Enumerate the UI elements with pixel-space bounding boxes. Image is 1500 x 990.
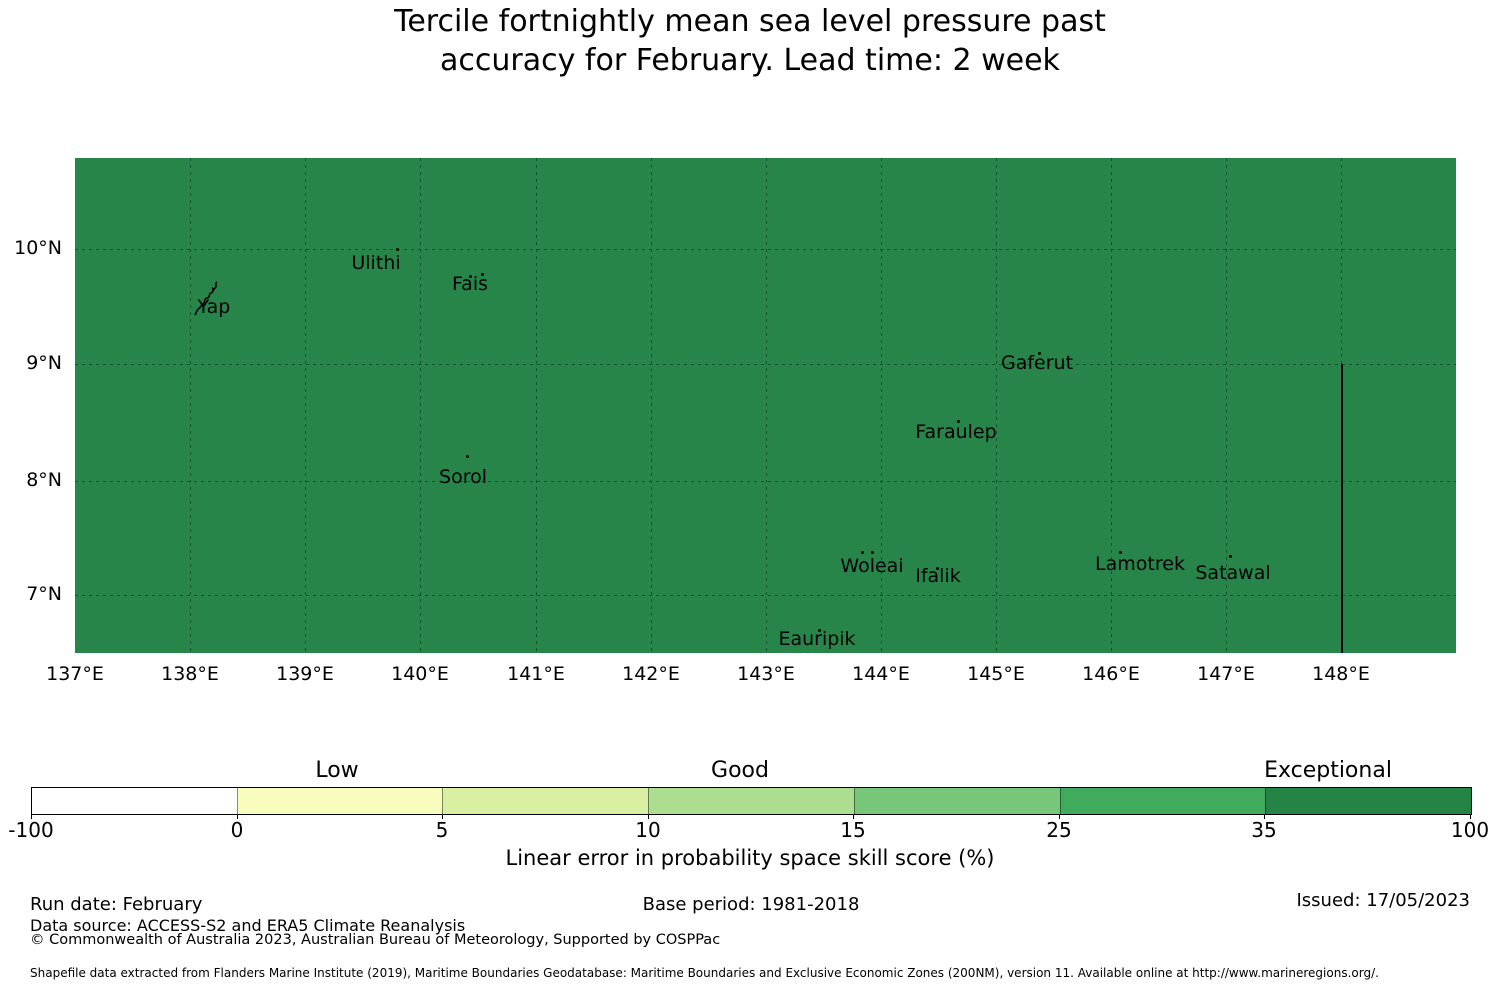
lon-tick-label: 144°E	[852, 663, 910, 685]
colorbar-segment	[853, 788, 1060, 814]
eez-boundary-line	[1341, 364, 1343, 653]
colorbar	[31, 787, 1472, 815]
footer-run-date: Run date: February	[30, 894, 203, 915]
island-dot-eauripik	[818, 629, 821, 632]
map-gridline-vertical	[766, 158, 767, 653]
colorbar-tickmark	[442, 814, 443, 819]
island-dot-woleai	[861, 551, 864, 554]
footer-issued-date: Issued: 17/05/2023	[1296, 890, 1470, 911]
island-dot-woleai	[871, 551, 874, 554]
colorbar-segment	[648, 788, 854, 814]
island-dot-faraulep	[957, 420, 960, 423]
map-gridline-vertical	[536, 158, 537, 653]
lon-tick-label: 146°E	[1082, 663, 1140, 685]
map-gridline-vertical	[190, 158, 191, 653]
island-label-eauripik: Eauripik	[778, 628, 856, 650]
colorbar-tickmark	[1059, 814, 1060, 819]
island-label-faraulep: Faraulep	[915, 421, 997, 443]
colorbar-tick-label: 0	[230, 818, 244, 842]
map-gridline-horizontal	[75, 481, 1456, 482]
lon-tick-label: 142°E	[622, 663, 680, 685]
colorbar-tick-label: 10	[635, 818, 661, 842]
island-label-fais: Fais	[451, 273, 489, 295]
figure-title: Tercile fortnightly mean sea level press…	[0, 2, 1500, 80]
lat-tick-label: 8°N	[26, 469, 62, 491]
footer-base-period: Base period: 1981-2018	[642, 894, 860, 915]
footer-data-source: Data source: ACCESS-S2 and ERA5 Climate …	[30, 916, 466, 935]
colorbar-tick-label: 100	[1450, 818, 1490, 842]
lon-tick-label: 139°E	[276, 663, 334, 685]
colorbar-tickmark	[237, 814, 238, 819]
colorbar-tickmark	[1264, 814, 1265, 819]
map-gridline-vertical	[651, 158, 652, 653]
colorbar-tick-label: 35	[1251, 818, 1277, 842]
map-gridline-vertical	[1111, 158, 1112, 653]
lon-tick-label: 140°E	[391, 663, 449, 685]
map-gridline-vertical	[420, 158, 421, 653]
island-label-woleai: Woleai	[840, 555, 904, 577]
island-label-yap: Yap	[197, 296, 231, 318]
map-gridline-vertical	[305, 158, 306, 653]
lon-tick-label: 137°E	[46, 663, 104, 685]
island-label-lamotrek: Lamotrek	[1095, 553, 1185, 575]
map-gridline-horizontal	[75, 364, 1456, 365]
colorbar-tick-label: 25	[1046, 818, 1072, 842]
island-label-satawal: Satawal	[1195, 562, 1271, 584]
footer-copyright: © Commonwealth of Australia 2023, Austra…	[30, 932, 721, 948]
colorbar-segment	[32, 788, 237, 814]
colorbar-tickmark	[31, 814, 32, 819]
figure-title-line-1: Tercile fortnightly mean sea level press…	[394, 4, 1106, 39]
yap-island-outline	[194, 281, 218, 316]
lon-tick-label: 147°E	[1197, 663, 1255, 685]
map-gridline-horizontal	[75, 595, 1456, 596]
colorbar-category-exceptional: Exceptional	[1264, 758, 1392, 783]
map-gridline-vertical	[1226, 158, 1227, 653]
island-dot-lamotrek	[1119, 551, 1122, 554]
lon-tick-label: 145°E	[967, 663, 1025, 685]
island-dot-ifalik	[936, 567, 939, 570]
figure-title-line-2: accuracy for February. Lead time: 2 week	[440, 43, 1060, 78]
colorbar-segment	[236, 788, 443, 814]
colorbar-tick-label: -100	[8, 818, 54, 842]
footer-shapefile-note: Shapefile data extracted from Flanders M…	[30, 966, 1379, 980]
colorbar-tick-label: 5	[435, 818, 449, 842]
island-dot-satawal	[1229, 555, 1232, 558]
colorbar-segment	[1059, 788, 1266, 814]
island-label-gaferut: Gaferut	[1000, 352, 1074, 374]
lon-tick-label: 141°E	[507, 663, 565, 685]
island-label-ulithi: Ulithi	[351, 252, 401, 274]
lon-tick-label: 138°E	[161, 663, 219, 685]
lon-tick-label: 143°E	[737, 663, 795, 685]
colorbar-tickmark	[853, 814, 854, 819]
colorbar-segment	[1265, 788, 1472, 814]
colorbar-tickmark	[1470, 814, 1471, 819]
colorbar-tickmark	[648, 814, 649, 819]
island-dot-fais	[481, 273, 484, 276]
island-dot-sorol	[466, 455, 469, 458]
map-gridline-vertical	[881, 158, 882, 653]
colorbar-category-good: Good	[711, 758, 769, 783]
colorbar-segment	[442, 788, 649, 814]
island-dot-fais	[469, 275, 472, 278]
colorbar-title: Linear error in probability space skill …	[505, 846, 995, 870]
island-dot-gaferut	[1038, 352, 1041, 355]
lat-tick-label: 10°N	[14, 237, 62, 259]
map-gridline-vertical	[996, 158, 997, 653]
lon-tick-label: 148°E	[1312, 663, 1370, 685]
island-dot-ulithi	[396, 248, 399, 251]
colorbar-category-low: Low	[315, 758, 359, 783]
island-label-sorol: Sorol	[439, 466, 487, 488]
lat-tick-label: 7°N	[26, 583, 62, 605]
map-area: Yap Ulithi Fais Sorol Gaferut Faraulep Woleai I…	[75, 158, 1456, 653]
island-label-ifalik: Ifalik	[915, 565, 961, 587]
lat-tick-label: 9°N	[26, 352, 62, 374]
map-gridline-horizontal	[75, 249, 1456, 250]
colorbar-tick-label: 15	[840, 818, 866, 842]
